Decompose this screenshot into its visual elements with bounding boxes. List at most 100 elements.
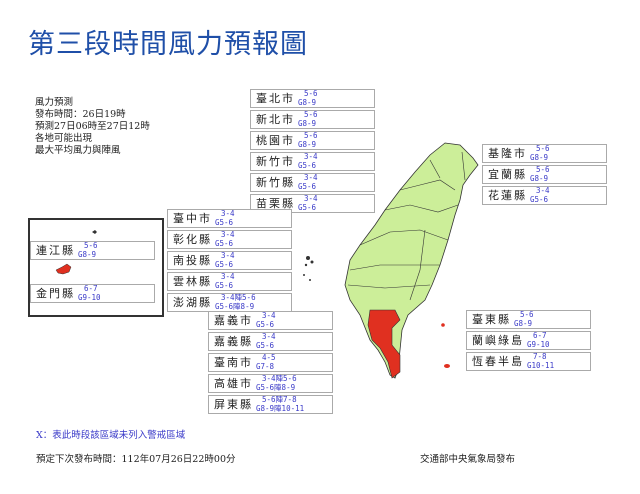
region-name: 新竹縣 xyxy=(256,176,295,189)
publisher: 交通部中央氣象局發布 xyxy=(420,454,516,465)
south-group: 嘉義市 3-4 G5-6 嘉義縣 3-4 G5-6 臺南市 4-5 G7-8 高雄市 3-4陣5-6… xyxy=(208,311,333,416)
wind-values: 3-4 G5-6 xyxy=(215,251,235,269)
region-name: 臺中市 xyxy=(173,212,212,225)
gust-speed: G9-10 xyxy=(78,292,101,302)
region-name: 連江縣 xyxy=(36,244,75,257)
region-row: 新竹縣 3-4 G5-6 xyxy=(250,173,375,192)
wind-values: 3-4 G5-6 xyxy=(256,332,276,350)
info-line: 預測27日06時至27日12時 xyxy=(35,121,150,132)
orchid-island xyxy=(444,364,450,368)
region-name: 新北市 xyxy=(256,113,295,126)
gust-speed: G5-6陣8-9 xyxy=(215,301,255,311)
wind-values: 5-6陣7-8 G8-9陣10-11 xyxy=(256,395,304,413)
region-name: 恆春半島 xyxy=(472,355,524,368)
region-name: 雲林縣 xyxy=(173,275,212,288)
wind-values: 3-4陣5-6 G5-6陣8-9 xyxy=(256,374,297,392)
region-name: 澎湖縣 xyxy=(173,296,212,309)
region-row: 臺東縣 5-6 G8-9 xyxy=(466,310,591,329)
wind-speed: 3-4 xyxy=(304,173,318,182)
wind-values: 5-6 G8-9 xyxy=(530,144,550,162)
wind-values: 3-4 G5-6 xyxy=(215,209,235,227)
gust-speed: G5-6 xyxy=(215,238,234,248)
wind-speed: 5-6 xyxy=(304,110,318,119)
gust-speed: G5-6 xyxy=(298,181,317,191)
info-line: 各地可能出現 xyxy=(35,133,93,144)
region-name: 屏東縣 xyxy=(214,398,253,411)
wind-values: 3-4 G5-6 xyxy=(530,186,550,204)
gust-speed: G10-11 xyxy=(527,360,555,370)
region-row: 高雄市 3-4陣5-6 G5-6陣8-9 xyxy=(208,374,333,393)
gust-speed: G5-6 xyxy=(215,280,234,290)
region-row: 金門縣 6-7 G9-10 xyxy=(30,284,155,303)
wind-values: 5-6 G8-9 xyxy=(298,110,318,128)
gust-speed: G8-9 xyxy=(530,173,549,183)
region-name: 蘭嶼綠島 xyxy=(472,334,524,347)
matsu-islands xyxy=(92,230,97,234)
gust-speed: G5-6 xyxy=(298,202,317,212)
wind-speed: 3-4 xyxy=(221,251,235,260)
gust-speed: G5-6陣8-9 xyxy=(256,382,296,392)
wind-values: 5-6 G8-9 xyxy=(298,89,318,107)
region-row: 雲林縣 3-4 G5-6 xyxy=(167,272,292,291)
wind-values: 3-4 G5-6 xyxy=(298,194,318,212)
region-row: 基隆市 5-6 G8-9 xyxy=(482,144,607,163)
region-row: 嘉義縣 3-4 G5-6 xyxy=(208,332,333,351)
kinmen-group: 金門縣 6-7 G9-10 xyxy=(30,284,155,305)
gust-speed: G5-6 xyxy=(530,194,549,204)
wind-values: 3-4 G5-6 xyxy=(215,230,235,248)
region-name: 臺南市 xyxy=(214,356,253,369)
region-row: 桃園市 5-6 G8-9 xyxy=(250,131,375,150)
kinmen-island xyxy=(55,263,72,275)
wind-values: 5-6 G8-9 xyxy=(298,131,318,149)
region-name: 苗栗縣 xyxy=(256,197,295,210)
wind-speed: 3-4 xyxy=(262,332,276,341)
info-line: 發布時間：26日19時 xyxy=(35,109,126,120)
wind-speed: 3-4 xyxy=(221,230,235,239)
wind-values: 7-8 G10-11 xyxy=(527,352,555,370)
wind-values: 3-4 G5-6 xyxy=(215,272,235,290)
wind-speed: 3-4 xyxy=(536,186,550,195)
region-row: 臺中市 3-4 G5-6 xyxy=(167,209,292,228)
gust-speed: G8-9 xyxy=(298,118,317,128)
gust-speed: G8-9 xyxy=(298,97,317,107)
region-name: 臺北市 xyxy=(256,92,295,105)
region-name: 嘉義市 xyxy=(214,314,253,327)
wind-values: 5-6 G8-9 xyxy=(514,310,534,328)
page-title: 第三段時間風力預報圖 xyxy=(28,29,308,60)
region-row: 恆春半島 7-8 G10-11 xyxy=(466,352,591,371)
region-row: 屏東縣 5-6陣7-8 G8-9陣10-11 xyxy=(208,395,333,414)
north-group: 臺北市 5-6 G8-9 新北市 5-6 G8-9 桃園市 5-6 G8-9 新竹市 3-4 G5-6… xyxy=(250,89,375,215)
wind-values: 5-6 G8-9 xyxy=(78,241,98,259)
region-row: 彰化縣 3-4 G5-6 xyxy=(167,230,292,249)
region-row: 臺北市 5-6 G8-9 xyxy=(250,89,375,108)
wind-speed: 3-4陣5-6 xyxy=(262,374,297,383)
wind-values: 5-6 G8-9 xyxy=(530,165,550,183)
wind-speed: 3-4陣5-6 xyxy=(221,293,256,302)
wind-values: 6-7 G9-10 xyxy=(527,331,550,349)
region-name: 彰化縣 xyxy=(173,233,212,246)
gust-speed: G5-6 xyxy=(215,217,234,227)
wind-speed: 7-8 xyxy=(533,352,547,361)
region-row: 南投縣 3-4 G5-6 xyxy=(167,251,292,270)
gust-speed: G5-6 xyxy=(256,340,275,350)
gust-speed: G5-6 xyxy=(215,259,234,269)
wind-speed: 5-6陣7-8 xyxy=(262,395,297,404)
wind-values: 3-4 G5-6 xyxy=(298,152,318,170)
gust-speed: G8-9 xyxy=(514,318,533,328)
pingtung-county-warning xyxy=(367,309,401,379)
gust-speed: G8-9 xyxy=(530,152,549,162)
penghu-islands xyxy=(303,256,314,281)
wind-speed: 5-6 xyxy=(304,89,318,98)
wind-speed: 5-6 xyxy=(536,144,550,153)
wind-speed: 5-6 xyxy=(84,241,98,250)
gust-speed: G5-6 xyxy=(256,319,275,329)
region-name: 基隆市 xyxy=(488,147,527,160)
legend-note: X：表此時段該區域未列入警戒區域 xyxy=(36,430,186,441)
region-row: 宜蘭縣 5-6 G8-9 xyxy=(482,165,607,184)
wind-speed: 3-4 xyxy=(262,311,276,320)
region-name: 南投縣 xyxy=(173,254,212,267)
gust-speed: G7-8 xyxy=(256,361,275,371)
region-row: 新北市 5-6 G8-9 xyxy=(250,110,375,129)
